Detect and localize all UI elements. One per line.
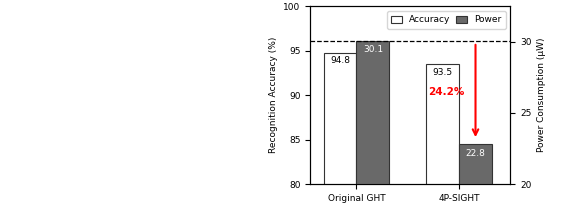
Bar	[426, 64, 459, 214]
Bar	[324, 53, 357, 214]
Bar	[357, 40, 389, 214]
Text: 93.5: 93.5	[433, 68, 453, 77]
Bar	[459, 144, 492, 214]
Legend: Accuracy, Power: Accuracy, Power	[387, 11, 506, 29]
Text: 30.1: 30.1	[363, 45, 383, 54]
Text: 94.8: 94.8	[330, 56, 350, 65]
Text: 22.8: 22.8	[466, 149, 485, 158]
Text: 24.2%: 24.2%	[429, 87, 465, 97]
Y-axis label: Recognition Accuracy (%): Recognition Accuracy (%)	[269, 37, 278, 153]
Y-axis label: Power Consumption (μW): Power Consumption (μW)	[537, 38, 546, 153]
